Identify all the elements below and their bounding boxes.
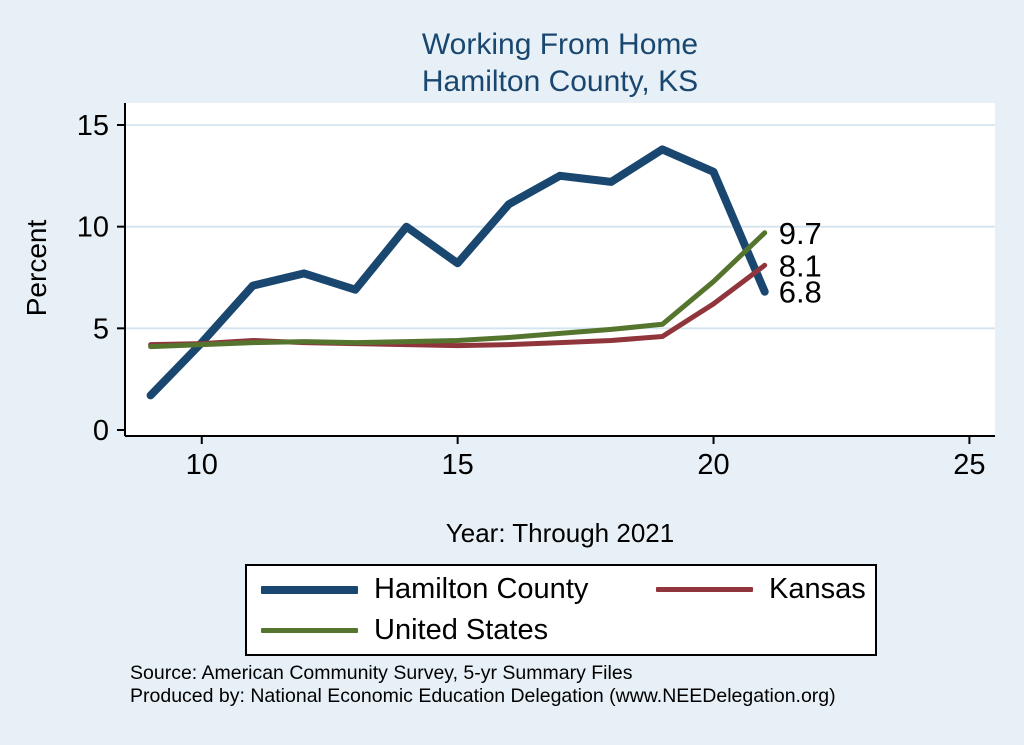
legend-item-kansas: Kansas [656, 573, 866, 606]
legend-item-united-states: United States [261, 614, 656, 647]
x-axis-label: Year: Through 2021 [445, 518, 675, 548]
y-tick-label-5: 5 [93, 313, 109, 345]
plot-area [125, 103, 995, 436]
chart-title: Working From Home Hamilton County, KS [125, 26, 995, 100]
legend-swatch-hamilton-county [261, 585, 358, 594]
series-line-hamilton-county [146, 145, 769, 400]
x-tick-label-15: 15 [442, 449, 474, 481]
source-line1: Source: American Community Survey, 5-yr … [130, 662, 633, 684]
end-label-united-states: 9.7 [779, 216, 822, 251]
chart-title-line1: Working From Home [421, 28, 699, 61]
legend-swatch-kansas [656, 587, 753, 592]
series-line-united-states [148, 230, 768, 350]
y-tick-label-0: 0 [93, 415, 109, 447]
end-label-kansas: 8.1 [779, 248, 822, 283]
end-label-hamilton-county: 6.8 [779, 275, 822, 310]
legend-item-hamilton-county: Hamilton County [261, 573, 656, 606]
legend-label-kansas: Kansas [769, 573, 866, 605]
legend-label-hamilton-county: Hamilton County [374, 573, 589, 605]
y-tick-label-15: 15 [77, 110, 109, 142]
x-tick-label-10: 10 [186, 449, 218, 481]
legend-swatch-united-states [261, 628, 358, 633]
x-tick-label-25: 25 [953, 449, 985, 481]
chart-title-line2: Hamilton County, KS [421, 65, 699, 98]
legend-label-united-states: United States [374, 614, 549, 646]
source-note: Source: American Community Survey, 5-yr … [130, 662, 836, 708]
legend: Hamilton County Kansas United States [245, 564, 877, 656]
x-tick-label-20: 20 [697, 449, 729, 481]
source-line2: Produced by: National Economic Education… [130, 685, 836, 707]
y-tick-label-10: 10 [77, 212, 109, 244]
